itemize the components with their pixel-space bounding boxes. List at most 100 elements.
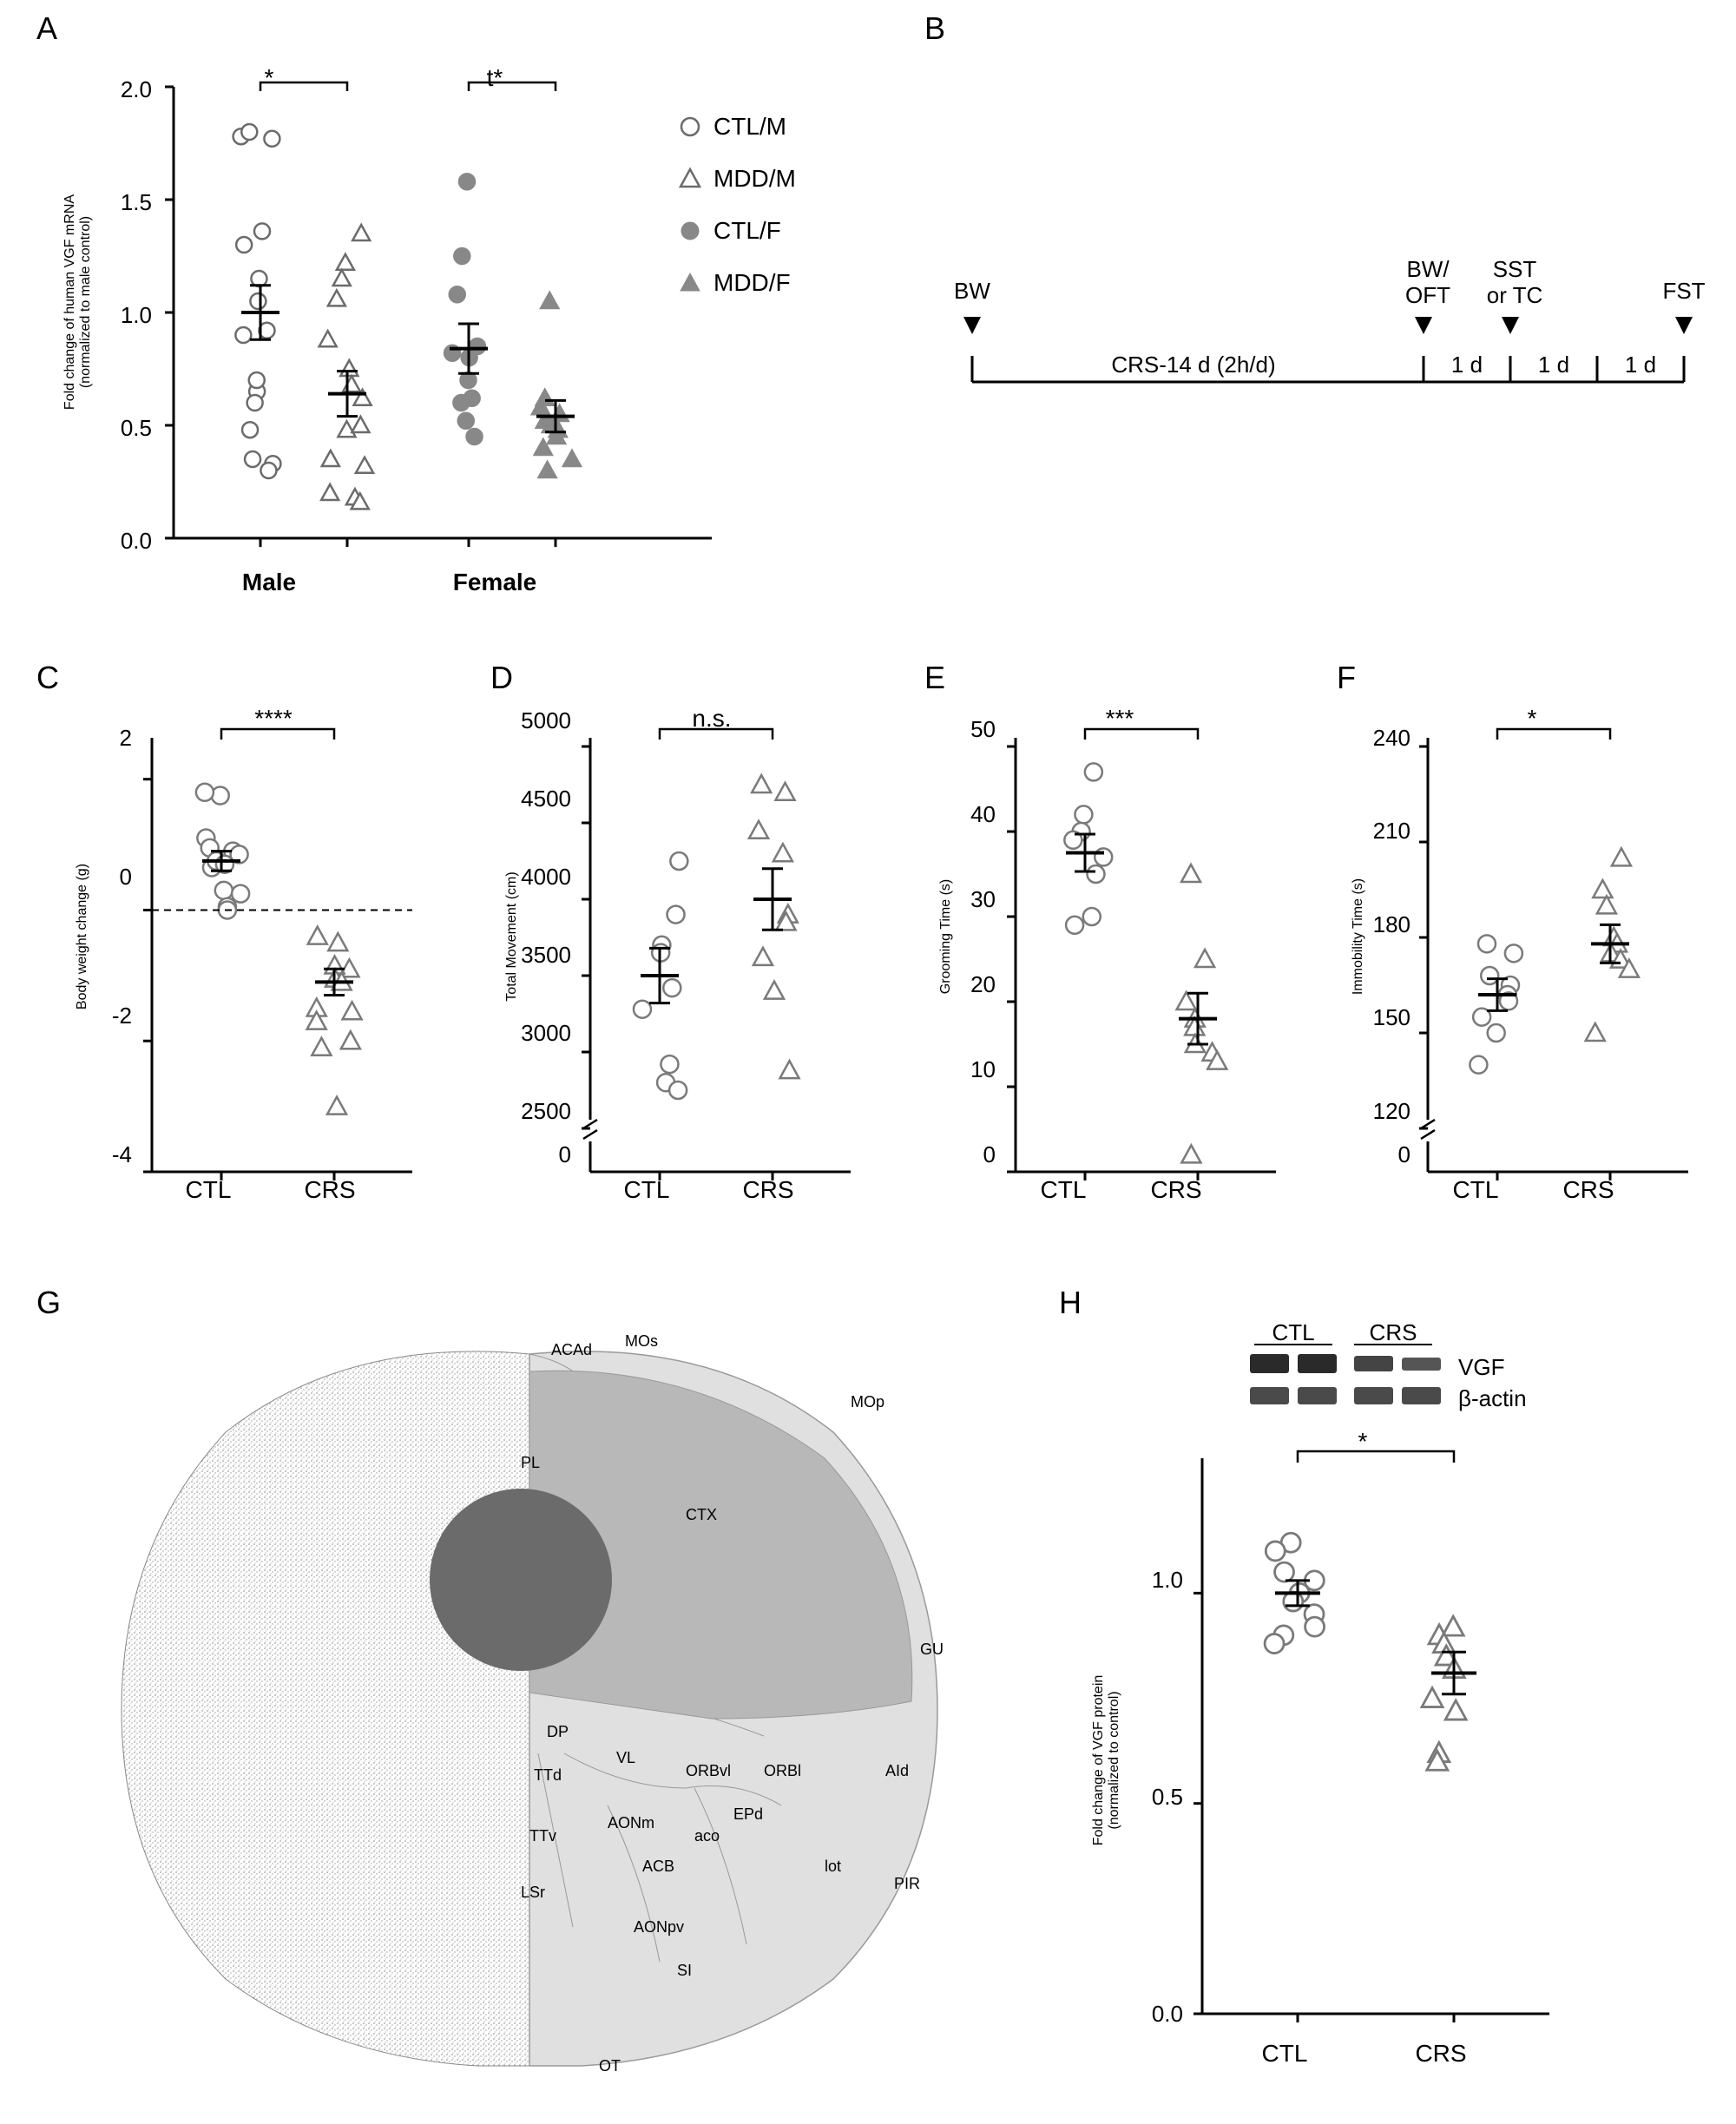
region: PIR <box>894 1875 920 1893</box>
panel-label-a: A <box>36 10 57 47</box>
panel-a-ylabel: Fold change of human VGF mRNA (normalize… <box>62 85 94 519</box>
ytick: 4000 <box>515 864 571 891</box>
blot-actin <box>1402 1387 1441 1404</box>
tl-bwoft2: OFT <box>1402 282 1454 309</box>
region: MOs <box>625 1332 658 1351</box>
ytick: 1.0 <box>113 302 152 329</box>
legend-mdd-m: MDD/M <box>677 165 796 193</box>
blot-vgf <box>1298 1354 1337 1373</box>
blot-actin <box>1298 1387 1337 1404</box>
blot-bar <box>1254 1344 1332 1345</box>
region: CTX <box>686 1506 717 1524</box>
tl-crs: CRS-14 d (2h/d) <box>1085 352 1302 378</box>
region: lot <box>825 1858 841 1876</box>
legend-mdd-f: MDD/F <box>677 269 791 297</box>
blot-protein-label: VGF <box>1458 1354 1504 1381</box>
ylabel: Body weight change (g) <box>75 780 90 1093</box>
region: GU <box>920 1641 944 1659</box>
blot-vgf <box>1354 1356 1393 1371</box>
ytick: -2 <box>97 1003 132 1029</box>
xtick: CRS <box>1558 1176 1619 1204</box>
ytick: 210 <box>1363 818 1410 845</box>
region: TTd <box>534 1766 562 1785</box>
tl-fst: FST <box>1658 278 1710 305</box>
legend-text: MDD/F <box>713 269 791 297</box>
tl-1d: 1 d <box>1614 352 1667 378</box>
panel-label-g: G <box>36 1285 61 1321</box>
ytick: 240 <box>1363 725 1410 752</box>
ytick: -4 <box>97 1141 132 1168</box>
panel-d-svg <box>573 703 868 1189</box>
blot-actin <box>1354 1387 1393 1404</box>
legend-text: CTL/F <box>713 217 781 245</box>
region: aco <box>694 1827 720 1845</box>
ytick: 10 <box>961 1056 996 1083</box>
timeline-svg <box>955 252 1701 469</box>
xtick: CRS <box>738 1176 799 1204</box>
xtick: CTL <box>1033 1176 1094 1204</box>
blot-label: CTL <box>1254 1319 1332 1346</box>
ytick: 120 <box>1363 1098 1410 1125</box>
xtick: CTL <box>1445 1176 1506 1204</box>
panel-f-svg <box>1410 703 1688 1189</box>
legend-ctl-f: CTL/F <box>677 217 781 245</box>
tl-bw: BW <box>950 278 994 305</box>
xtick: CTL <box>1250 2040 1319 2068</box>
ytick: 0 <box>97 864 132 891</box>
panel-label-h: H <box>1059 1285 1082 1321</box>
ylabel-text: Fold change of VGF protein <box>1091 1675 1106 1846</box>
legend-text: MDD/M <box>713 165 796 193</box>
blot-bar <box>1354 1344 1432 1345</box>
sig: *** <box>1085 705 1154 733</box>
region: MOp <box>851 1393 884 1411</box>
region: SI <box>677 1962 692 1980</box>
region: AONm <box>608 1814 654 1832</box>
xtick: CRS <box>1146 1176 1207 1204</box>
tl-sst: SST <box>1484 256 1545 283</box>
ytick: 50 <box>961 716 996 743</box>
xtick: Female <box>434 569 556 596</box>
sig: * <box>252 64 286 92</box>
ytick: 1.5 <box>113 189 152 216</box>
tl-1d: 1 d <box>1528 352 1580 378</box>
region: ACB <box>642 1858 674 1876</box>
region: ORBl <box>764 1762 801 1780</box>
ylabel-text2: (normalized to control) <box>1107 1691 1121 1829</box>
ytick: 180 <box>1363 911 1410 938</box>
ytick: 150 <box>1363 1004 1410 1031</box>
ytick: 3500 <box>515 942 571 969</box>
panel-f-chart: Immobility Time (s) 0 120 150 180 210 24… <box>1337 686 1701 1224</box>
ytick: 3000 <box>515 1020 571 1047</box>
panel-c-chart: Body weight change (g) -4 -2 0 2 CTL CRS… <box>61 686 443 1224</box>
ylabel: Fold change of VGF protein (normalized t… <box>1091 1569 1122 1951</box>
panel-d-chart: Total Movement (cm) 0 2500 3000 3500 400… <box>490 686 872 1224</box>
region: LSr <box>521 1884 545 1902</box>
panel-label-b: B <box>924 10 945 47</box>
panel-g-brain: ACAd MOs MOp CTX GU AId PIR ORBl ORBvl E… <box>87 1319 998 2101</box>
xtick: CTL <box>178 1176 239 1204</box>
ytick: 5000 <box>515 707 571 734</box>
xtick: Male <box>217 569 321 596</box>
panel-label-c: C <box>36 660 59 696</box>
ytick: 0.5 <box>1144 1784 1183 1811</box>
sig: * <box>1345 1428 1380 1456</box>
ytick: 30 <box>961 886 996 913</box>
xtick: CRS <box>299 1176 360 1204</box>
blot-vgf <box>1402 1358 1441 1371</box>
legend-text: CTL/M <box>713 113 786 141</box>
xtick: CRS <box>1406 2040 1476 2068</box>
ylabel: Grooming Time (s) <box>938 780 954 1093</box>
region: EPd <box>733 1805 763 1824</box>
panel-e-svg <box>998 703 1276 1189</box>
panel-c-svg <box>135 703 430 1189</box>
ytick: 1.0 <box>1144 1567 1183 1594</box>
ylabel-text: Fold change of human VGF mRNA <box>62 194 77 410</box>
ytick: 2 <box>97 725 132 752</box>
region: VL <box>616 1749 635 1767</box>
legend-ctl-m: CTL/M <box>677 113 786 141</box>
sig: **** <box>239 705 308 733</box>
region: ACAd <box>551 1341 592 1359</box>
ytick: 2.0 <box>113 76 152 103</box>
region: PL <box>521 1454 540 1472</box>
ytick: 0 <box>515 1141 571 1168</box>
